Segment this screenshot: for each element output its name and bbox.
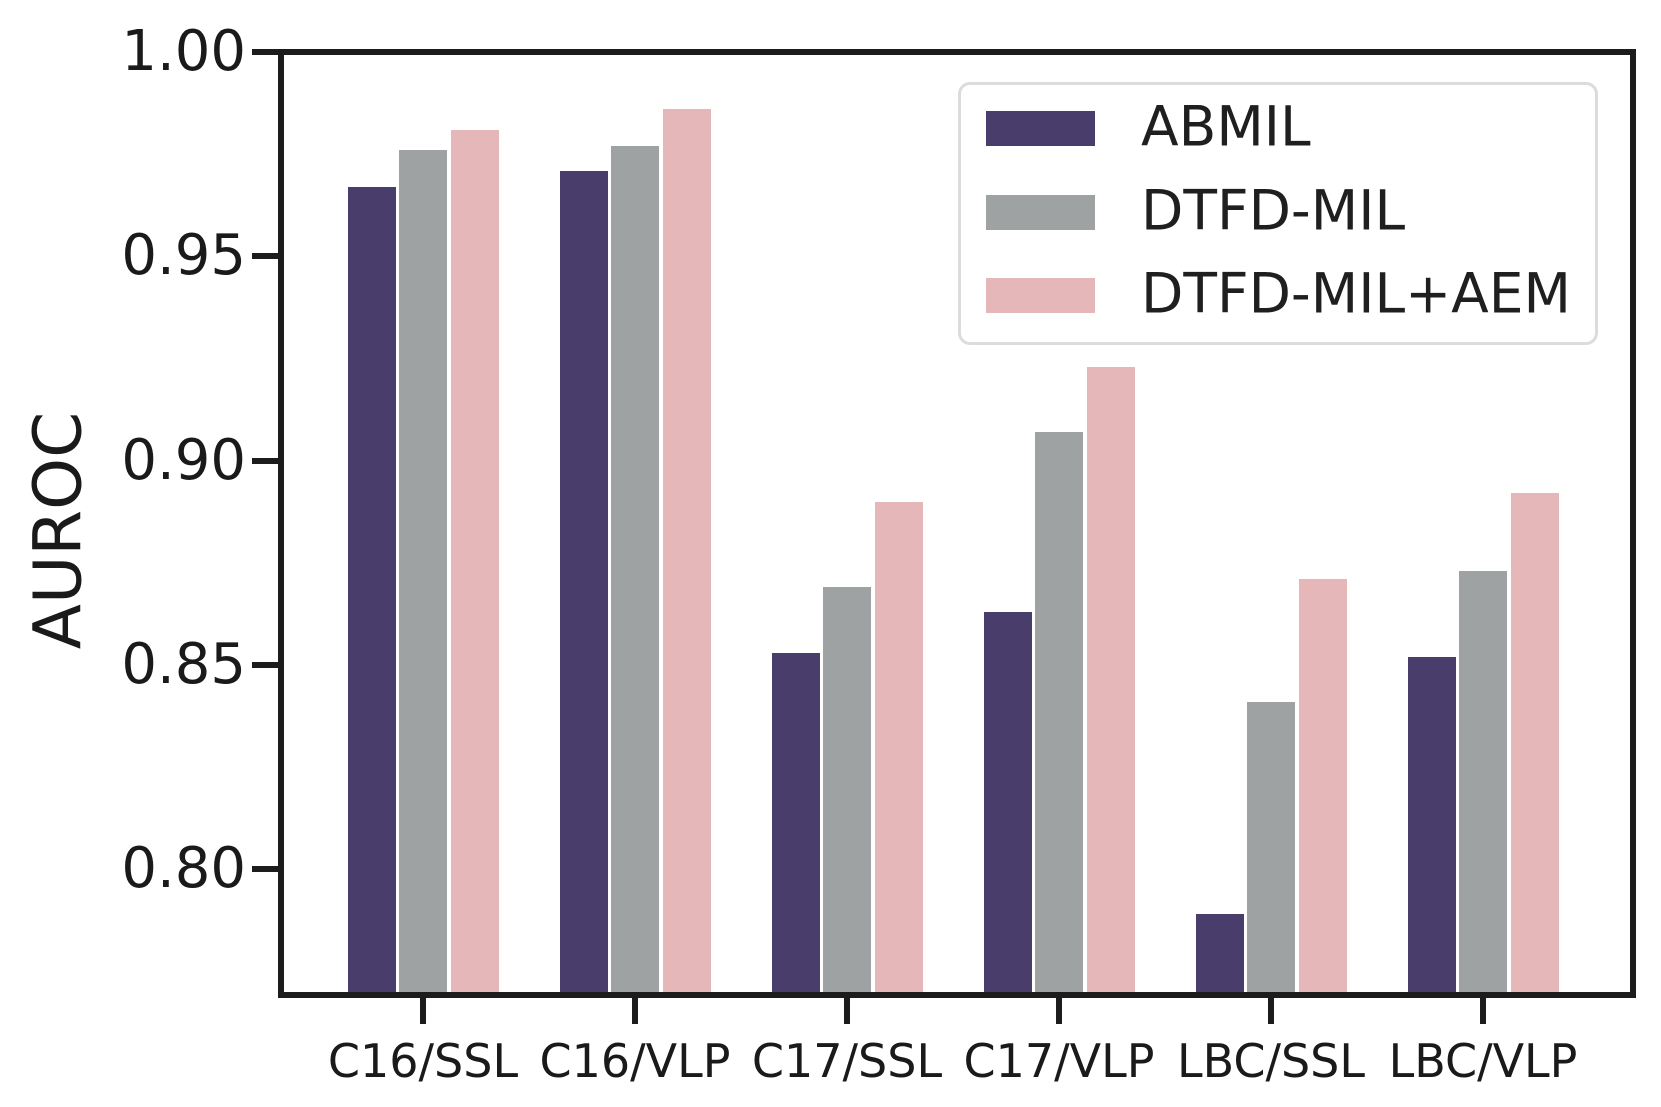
bar-dtfd-mil-c17-ssl [823,587,871,992]
legend-label-dtfd-mil: DTFD-MIL [1141,178,1406,243]
legend-swatch-abmil [986,111,1095,146]
legend-label-dtfd-mil-aem: DTFD-MIL+AEM [1141,261,1572,326]
x-tick-label-c16-ssl: C16/SSL [327,1034,519,1088]
x-tick-mark-c17-ssl [844,998,850,1024]
x-tick-label-lbc-vlp: LBC/VLP [1388,1034,1578,1088]
x-tick-mark-c16-ssl [420,998,426,1024]
bar-dtfd-mil-aem-c16-vlp [662,109,711,992]
y-tick-mark-0.85 [252,662,278,669]
x-tick-mark-lbc-ssl [1268,998,1274,1024]
x-tick-mark-c16-vlp [632,998,638,1024]
x-tick-label-c17-ssl: C17/SSL [751,1034,943,1088]
legend-row-dtfd-mil: DTFD-MIL [961,183,1595,238]
bar-dtfd-mil-c17-vlp [1035,432,1083,992]
bar-dtfd-mil-aem-lbc-vlp [1510,493,1559,992]
y-tick-label-1.00: 1.00 [121,19,246,84]
bar-abmil-c17-vlp [983,611,1032,992]
bar-abmil-lbc-vlp [1407,656,1456,992]
legend-swatch-dtfd-mil [986,195,1095,230]
y-tick-mark-1.00 [252,49,278,55]
x-tick-label-lbc-ssl: LBC/SSL [1176,1034,1366,1088]
legend-row-abmil: ABMIL [961,99,1595,154]
y-axis-title: AUROC [19,411,97,650]
bar-dtfd-mil-aem-lbc-ssl [1298,579,1347,992]
bar-abmil-c16-ssl [347,186,396,992]
legend-swatch-dtfd-mil-aem [986,278,1095,313]
y-tick-label-0.95: 0.95 [121,223,246,289]
legend-row-dtfd-mil-aem: DTFD-MIL+AEM [961,266,1595,321]
legend: ABMIL DTFD-MIL DTFD-MIL+AEM [958,82,1598,345]
x-tick-label-c16-vlp: C16/VLP [539,1034,731,1088]
bar-dtfd-mil-aem-c17-ssl [874,501,923,992]
y-tick-mark-0.90 [252,457,278,464]
bar-abmil-c17-ssl [771,652,820,992]
bar-dtfd-mil-aem-c16-ssl [450,129,499,992]
bar-abmil-lbc-ssl [1195,914,1244,992]
x-tick-mark-lbc-vlp [1480,998,1486,1024]
y-tick-label-0.85: 0.85 [121,632,246,698]
y-tick-mark-0.95 [252,253,278,260]
legend-label-abmil: ABMIL [1141,94,1311,159]
x-tick-label-c17-vlp: C17/VLP [963,1034,1155,1088]
bar-dtfd-mil-aem-c17-vlp [1086,366,1135,992]
bar-dtfd-mil-c16-vlp [611,146,659,992]
y-tick-mark-0.80 [252,866,278,873]
bar-dtfd-mil-lbc-ssl [1247,701,1295,992]
bar-dtfd-mil-lbc-vlp [1459,571,1507,992]
y-tick-label-0.90: 0.90 [121,427,246,493]
y-tick-label-0.80: 0.80 [121,836,246,902]
x-tick-mark-c17-vlp [1056,998,1062,1024]
bar-dtfd-mil-c16-ssl [399,150,447,992]
bar-abmil-c16-vlp [559,170,608,992]
